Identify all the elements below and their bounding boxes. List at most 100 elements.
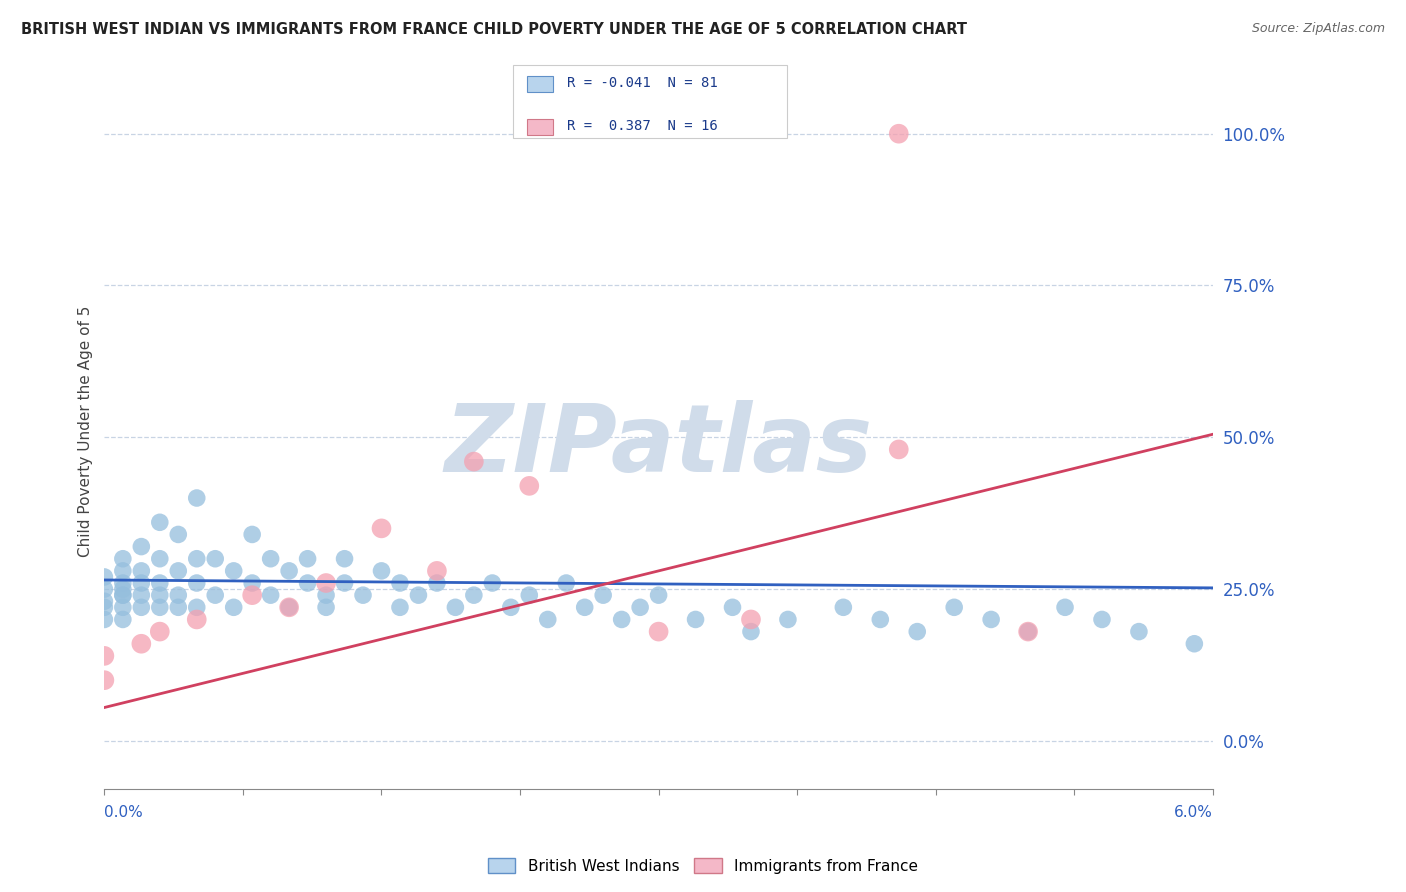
- Point: [222, 564, 245, 578]
- Point: [167, 564, 190, 578]
- Point: [131, 576, 153, 591]
- Point: [647, 588, 669, 602]
- Point: [131, 637, 153, 651]
- Point: [333, 551, 356, 566]
- Point: [278, 600, 301, 615]
- Point: [388, 576, 411, 591]
- Point: [131, 588, 153, 602]
- Point: [776, 612, 799, 626]
- Text: 0.0%: 0.0%: [104, 805, 143, 820]
- Point: [869, 612, 891, 626]
- Point: [259, 551, 281, 566]
- Point: [499, 600, 522, 615]
- Point: [240, 576, 263, 591]
- Point: [1017, 624, 1039, 639]
- Y-axis label: Child Poverty Under the Age of 5: Child Poverty Under the Age of 5: [79, 306, 93, 557]
- Point: [240, 588, 263, 602]
- Point: [297, 576, 319, 591]
- Point: [537, 612, 560, 626]
- Point: [370, 521, 392, 535]
- Point: [388, 600, 411, 615]
- Point: [167, 600, 190, 615]
- Point: [131, 540, 153, 554]
- Point: [111, 600, 134, 615]
- Point: [887, 127, 910, 141]
- Point: [555, 576, 578, 591]
- Point: [352, 588, 374, 602]
- Point: [980, 612, 1002, 626]
- Point: [481, 576, 503, 591]
- Point: [1128, 624, 1150, 639]
- Point: [111, 564, 134, 578]
- Point: [1053, 600, 1076, 615]
- Point: [222, 600, 245, 615]
- Point: [887, 442, 910, 457]
- Point: [149, 600, 172, 615]
- Text: BRITISH WEST INDIAN VS IMMIGRANTS FROM FRANCE CHILD POVERTY UNDER THE AGE OF 5 C: BRITISH WEST INDIAN VS IMMIGRANTS FROM F…: [21, 22, 967, 37]
- Point: [905, 624, 928, 639]
- Point: [1275, 588, 1298, 602]
- Point: [149, 516, 172, 530]
- Point: [93, 648, 115, 663]
- Point: [186, 600, 208, 615]
- Text: R =  0.387  N = 16: R = 0.387 N = 16: [567, 119, 717, 133]
- Point: [740, 612, 762, 626]
- Point: [149, 551, 172, 566]
- Point: [93, 600, 115, 615]
- Point: [93, 570, 115, 584]
- Point: [131, 564, 153, 578]
- Point: [408, 588, 430, 602]
- Point: [93, 612, 115, 626]
- Point: [610, 612, 633, 626]
- Point: [131, 600, 153, 615]
- Point: [647, 624, 669, 639]
- Point: [315, 576, 337, 591]
- Point: [721, 600, 744, 615]
- Text: ZIPatlas: ZIPatlas: [444, 400, 873, 491]
- Point: [685, 612, 707, 626]
- Point: [167, 527, 190, 541]
- Point: [1220, 600, 1243, 615]
- Point: [333, 576, 356, 591]
- Point: [186, 612, 208, 626]
- Point: [463, 588, 485, 602]
- Point: [204, 551, 226, 566]
- Point: [111, 612, 134, 626]
- Legend: British West Indians, Immigrants from France: British West Indians, Immigrants from Fr…: [482, 852, 924, 880]
- Point: [167, 588, 190, 602]
- Point: [240, 527, 263, 541]
- Point: [186, 576, 208, 591]
- Point: [111, 582, 134, 596]
- Point: [1182, 637, 1205, 651]
- Point: [204, 588, 226, 602]
- Point: [93, 582, 115, 596]
- Point: [426, 564, 449, 578]
- Text: 6.0%: 6.0%: [1174, 805, 1213, 820]
- Point: [278, 564, 301, 578]
- Point: [574, 600, 596, 615]
- Point: [111, 551, 134, 566]
- Point: [297, 551, 319, 566]
- Point: [111, 588, 134, 602]
- Point: [149, 588, 172, 602]
- Point: [93, 673, 115, 688]
- Point: [517, 479, 540, 493]
- Point: [259, 588, 281, 602]
- Point: [370, 564, 392, 578]
- Point: [628, 600, 651, 615]
- Point: [278, 600, 301, 615]
- Point: [444, 600, 467, 615]
- Point: [149, 576, 172, 591]
- Point: [149, 624, 172, 639]
- Point: [943, 600, 966, 615]
- Point: [93, 594, 115, 608]
- Point: [832, 600, 855, 615]
- Point: [186, 491, 208, 505]
- Point: [111, 588, 134, 602]
- Point: [315, 600, 337, 615]
- Point: [315, 588, 337, 602]
- Point: [111, 576, 134, 591]
- Point: [463, 454, 485, 468]
- Point: [517, 588, 540, 602]
- Point: [186, 551, 208, 566]
